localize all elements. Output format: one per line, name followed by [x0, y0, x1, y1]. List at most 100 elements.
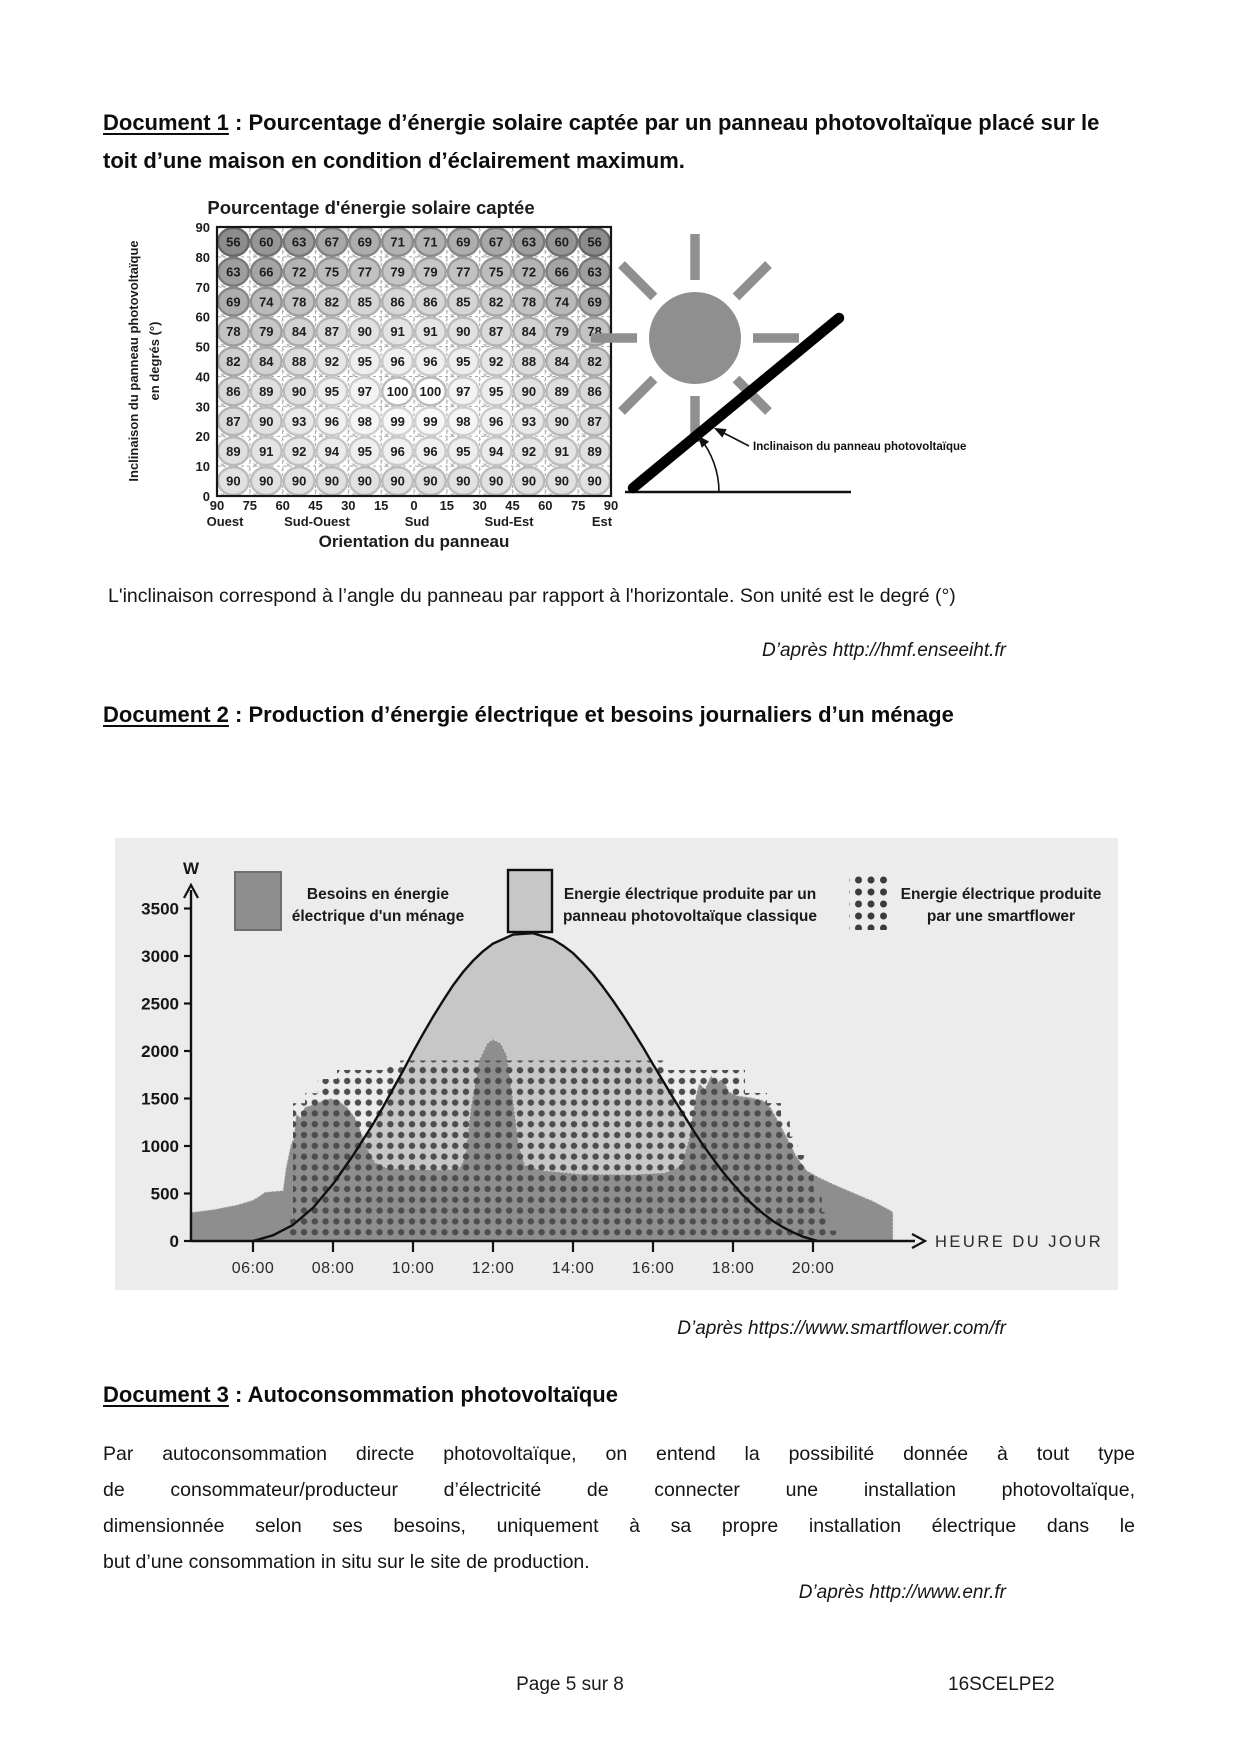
matrix-cell — [348, 256, 382, 287]
matrix-cell-value: 96 — [423, 354, 437, 369]
matrix-cell-value: 56 — [226, 235, 240, 250]
matrix-cell — [381, 256, 415, 287]
x-axis-arrow — [911, 1233, 928, 1249]
matrix-cell-value: 90 — [522, 384, 536, 399]
matrix-x-tick: 0 — [410, 498, 417, 513]
matrix-cell — [479, 436, 513, 467]
matrix-y-tick: 10 — [196, 459, 210, 474]
matrix-cell-value: 93 — [522, 414, 536, 429]
matrix-cell-value: 89 — [226, 444, 240, 459]
matrix-cell-value: 86 — [587, 384, 601, 399]
matrix-cell — [315, 316, 349, 347]
matrix-cell — [512, 436, 546, 467]
matrix-cell-value: 82 — [325, 294, 339, 309]
matrix-cell-value: 75 — [325, 264, 339, 279]
matrix-x-tick: 60 — [275, 498, 289, 513]
matrix-cell-value: 87 — [325, 324, 339, 339]
matrix-cell — [348, 436, 382, 467]
legend-swatch-besoins — [234, 871, 282, 931]
matrix-y-tick: 70 — [196, 280, 210, 295]
matrix-cell — [479, 346, 513, 377]
matrix-cell — [381, 286, 415, 317]
doc1-source: D’après http://hmf.enseeiht.fr — [762, 640, 1006, 661]
matrix-cell-value: 90 — [555, 474, 569, 489]
sun-ray — [618, 261, 658, 301]
legend-label-besoins-line2: électrique d'un ménage — [292, 908, 465, 925]
matrix-cell-value: 71 — [423, 235, 437, 250]
matrix-x-tick: 30 — [472, 498, 486, 513]
matrix-cell — [545, 346, 579, 377]
matrix-cell — [413, 346, 447, 377]
matrix-cell — [282, 256, 316, 287]
matrix-cell-value: 97 — [358, 384, 372, 399]
matrix-cell — [315, 346, 349, 377]
legend-label-panneau-line1: Energie électrique produite par un — [564, 886, 816, 903]
matrix-y-tick: 30 — [196, 399, 210, 414]
matrix-cell — [446, 316, 480, 347]
matrix-y-tick: 40 — [196, 369, 210, 384]
matrix-cell-value: 69 — [226, 294, 240, 309]
matrix-cell — [315, 436, 349, 467]
doc1-title: Document 1 : Pourcentage d’énergie solai… — [103, 104, 1138, 180]
sun-panel-diagram: Inclinaison du panneau photovoltaïque — [591, 234, 966, 494]
y-tick-label: 2500 — [141, 995, 179, 1014]
matrix-direction-label: Sud-Ouest — [284, 514, 350, 529]
footer-exam-code: 16SCELPE2 — [948, 1674, 1055, 1695]
energy-production-chart: Besoins en énergie électrique d'un ménag… — [115, 838, 1118, 1290]
matrix-cell-value: 98 — [358, 414, 372, 429]
legend-label-panneau-line2: panneau photovoltaïque classique — [563, 908, 817, 925]
matrix-cell-value: 82 — [226, 354, 240, 369]
y-tick-label: 3500 — [141, 900, 179, 919]
matrix-x-tick: 15 — [374, 498, 388, 513]
matrix-cell-value: 98 — [456, 414, 470, 429]
chart-legend: Besoins en énergie électrique d'un ménag… — [234, 868, 1102, 934]
matrix-cell-value: 60 — [259, 235, 273, 250]
matrix-cell — [479, 316, 513, 347]
x-tick-label: 12:00 — [472, 1260, 515, 1277]
y-tick-label: 500 — [151, 1185, 179, 1204]
matrix-cell-value: 84 — [259, 354, 274, 369]
matrix-cell — [381, 346, 415, 377]
matrix-cell — [249, 346, 283, 377]
matrix-x-tick: 45 — [308, 498, 322, 513]
x-tick-label: 08:00 — [312, 1260, 355, 1277]
x-axis-ticks: 06:00 08:00 10:00 12:00 14:00 16:00 18:00 20:00 — [232, 1241, 834, 1277]
matrix-cell-value: 86 — [390, 294, 404, 309]
matrix-cell — [446, 436, 480, 467]
matrix-cell — [282, 406, 316, 437]
matrix-cell-value: 85 — [358, 294, 372, 309]
matrix-y-tick: 90 — [196, 220, 210, 235]
doc1-title-label: Document 1 — [103, 110, 229, 135]
matrix-cell-value: 95 — [358, 444, 372, 459]
matrix-cell — [512, 406, 546, 437]
matrix-x-tick: 60 — [538, 498, 552, 513]
matrix-cell — [249, 436, 283, 467]
matrix-cell-value: 96 — [489, 414, 503, 429]
matrix-cell — [545, 436, 579, 467]
doc3-title: Document 3 : Autoconsommation photovolta… — [103, 1376, 1138, 1414]
legend-label-smartflower-line2: par une smartflower — [927, 908, 1075, 925]
legend-label-besoins-line1: Besoins en énergie — [307, 886, 450, 903]
sun-ray — [618, 375, 658, 415]
matrix-cell-value: 85 — [456, 294, 470, 309]
matrix-y-tick: 20 — [196, 429, 210, 444]
matrix-cell — [446, 286, 480, 317]
matrix-cell-value: 90 — [456, 324, 470, 339]
matrix-cell-value: 88 — [292, 354, 306, 369]
matrix-cell-value: 63 — [226, 264, 240, 279]
matrix-cell — [479, 256, 513, 287]
series-panneau-classique-curve — [252, 932, 819, 1243]
matrix-y-ticks: 90 80 70 60 50 40 30 20 10 0 — [196, 220, 210, 504]
matrix-cell-value: 82 — [489, 294, 503, 309]
matrix-cell — [249, 406, 283, 437]
matrix-cell — [249, 316, 283, 347]
doc3-body-line: de consommateur/producteur d’électricité… — [103, 1479, 1135, 1501]
matrix-cell-value: 86 — [226, 384, 240, 399]
matrix-cell-value: 96 — [390, 354, 404, 369]
matrix-cell-value: 92 — [489, 354, 503, 369]
doc3-title-label: Document 3 — [103, 1382, 229, 1407]
matrix-cell-value: 93 — [292, 414, 306, 429]
matrix-y-tick: 60 — [196, 310, 210, 325]
matrix-cell-value: 89 — [587, 444, 601, 459]
matrix-cell — [446, 376, 480, 407]
